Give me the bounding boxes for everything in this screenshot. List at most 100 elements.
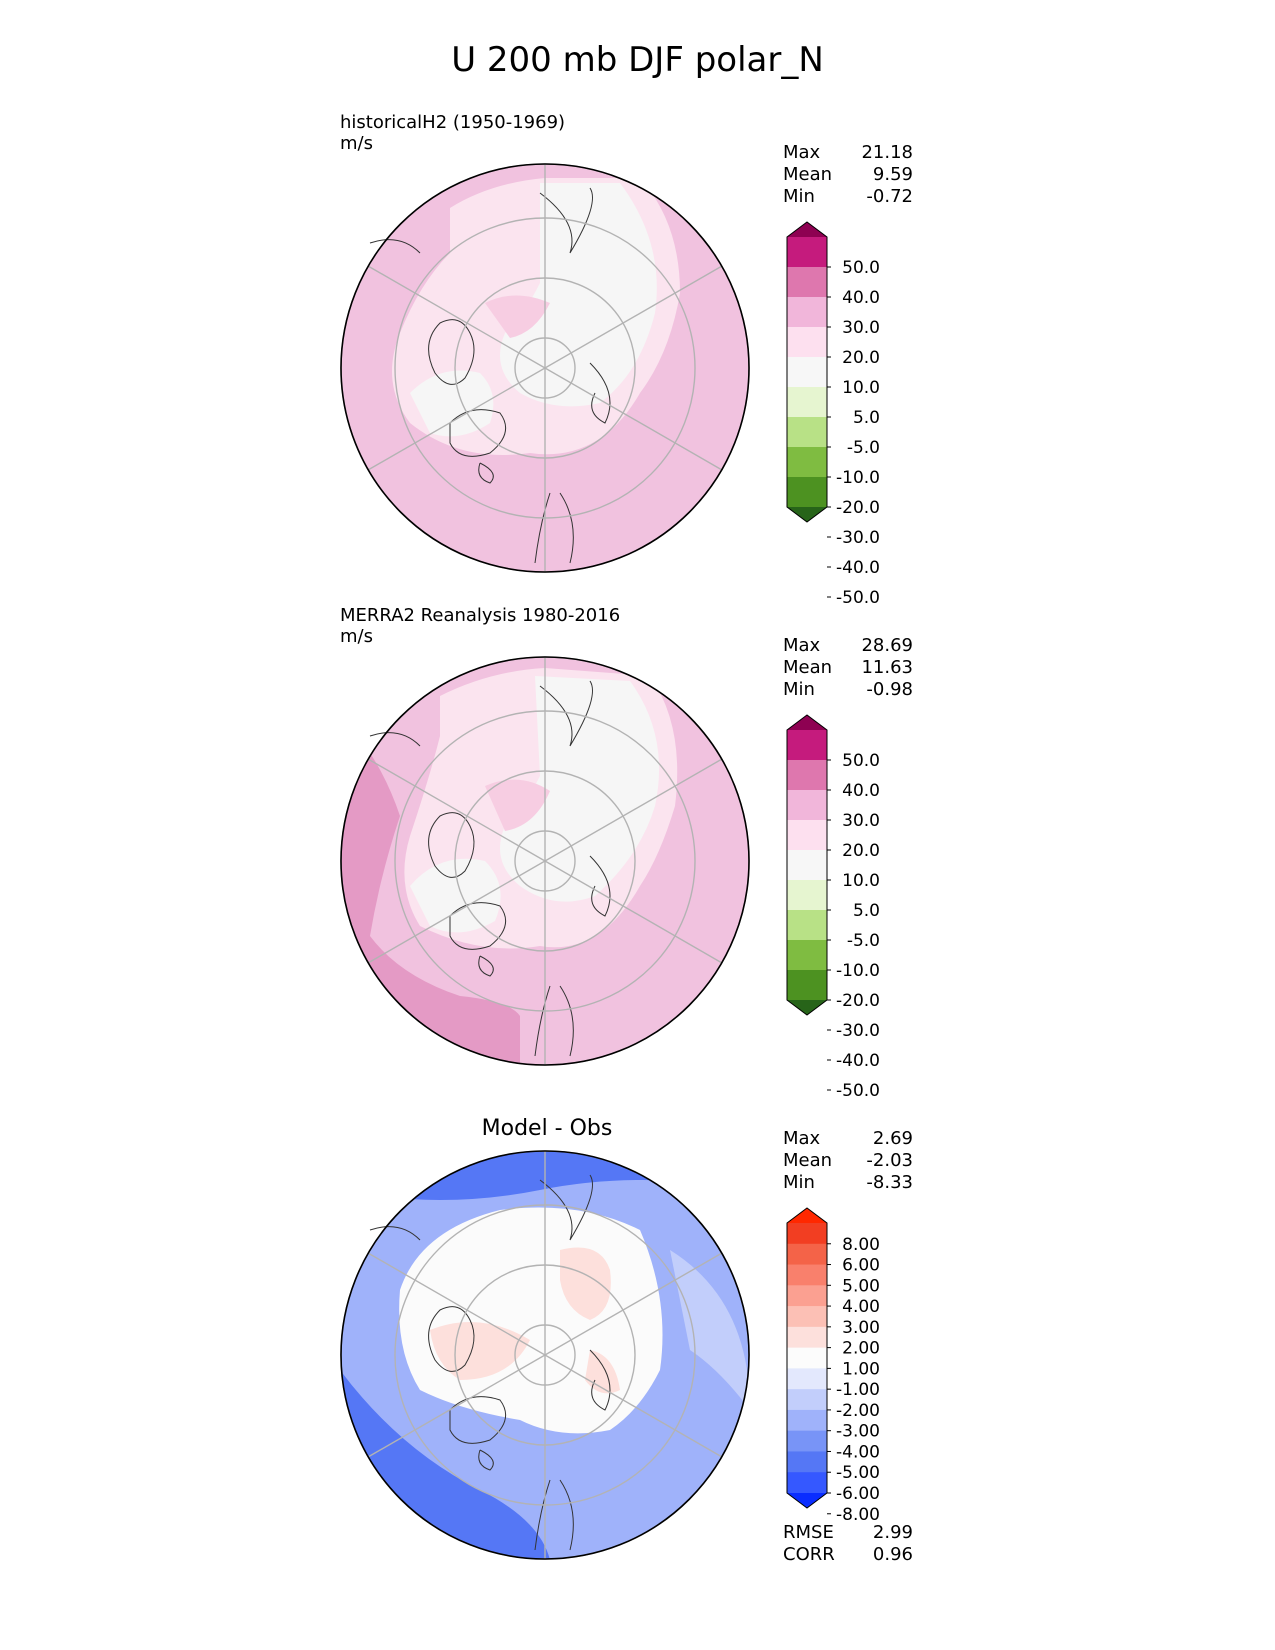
panel-1-stats: Max 21.18 Mean 9.59 Min -0.72 xyxy=(783,142,913,208)
stat-mean: Mean 11.63 xyxy=(783,657,913,678)
colorbar-segment xyxy=(787,910,827,941)
colorbar-tick-label: 10.0 xyxy=(842,378,880,398)
panel-3-stats: Max 2.69 Mean -2.03 Min -8.33 xyxy=(783,1128,913,1194)
colorbar-tick-label: 50.0 xyxy=(842,751,880,771)
panel-1-polar-map xyxy=(340,163,750,573)
colorbar-tick-label: 1.00 xyxy=(842,1359,880,1379)
map-boundary xyxy=(340,656,750,1066)
panel-3-title: Model - Obs xyxy=(481,1116,613,1141)
colorbar-segment xyxy=(787,297,827,328)
colorbar-segment xyxy=(787,417,827,448)
colorbar-segment xyxy=(787,880,827,911)
colorbar-tick-label: -50.0 xyxy=(836,588,880,608)
colorbar-tick-label: -20.0 xyxy=(836,991,880,1011)
panel-2-colorbar: 50.0 40.0 30.0 20.0 10.0 5.0 -5.0 -10.0 -20.0 -30… xyxy=(786,714,880,1101)
stat-min: Min -0.98 xyxy=(783,679,913,700)
colorbar-tick-label: 3.00 xyxy=(842,1318,880,1338)
stat-max: Max 28.69 xyxy=(783,635,913,656)
field-fill-20-30 xyxy=(341,716,520,1065)
colorbar-segment xyxy=(787,267,827,298)
colorbar-extend-top xyxy=(787,715,827,730)
colorbar-tick-label: 6.00 xyxy=(842,1256,880,1276)
colorbar-extend-bottom xyxy=(787,1000,827,1015)
colorbar-segment xyxy=(787,1326,827,1349)
colorbar-segment xyxy=(787,1223,827,1245)
colorbar-segment xyxy=(787,820,827,851)
panel-1-units: m/s xyxy=(340,133,373,154)
coastlines xyxy=(369,187,611,564)
colorbar-tick-label: 30.0 xyxy=(842,811,880,831)
colorbar-tick-label: -6.00 xyxy=(836,1484,880,1504)
stat-max: Max 21.18 xyxy=(783,142,913,163)
colorbar-tick-label: 30.0 xyxy=(842,318,880,338)
field-fill-neg5-5-west xyxy=(410,370,494,437)
field-fill-neg5-5-east xyxy=(500,183,657,407)
panel-1-title-line1: historicalH2 (1950-1969) xyxy=(340,112,566,133)
colorbar-segment xyxy=(787,1430,827,1452)
colorbar-segment xyxy=(787,1306,827,1328)
colorbar-segment xyxy=(787,1389,827,1411)
colorbar-tick-label: -10.0 xyxy=(836,468,880,488)
colorbar-segment xyxy=(787,1264,827,1286)
colorbar-tick-label: -40.0 xyxy=(836,1051,880,1071)
colorbar-tick-label: 2.00 xyxy=(842,1339,880,1359)
colorbar-segment xyxy=(787,447,827,478)
colorbar-segment xyxy=(787,327,827,358)
colorbar-tick-label: -40.0 xyxy=(836,558,880,578)
figure-title: U 200 mb DJF polar_N xyxy=(451,40,824,80)
stat-max: Max 2.69 xyxy=(783,1128,913,1149)
stat-min: Min -0.72 xyxy=(783,186,913,207)
colorbar-tick-label: -20.0 xyxy=(836,498,880,518)
colorbar-tick-label: 20.0 xyxy=(842,841,880,861)
colorbar-tick-label: -50.0 xyxy=(836,1081,880,1101)
colorbar-segment xyxy=(787,1347,827,1369)
panel-2-polar-map xyxy=(340,656,750,1066)
colorbar-segment xyxy=(787,940,827,971)
map-boundary xyxy=(340,1150,750,1560)
panel-2-title: MERRA2 Reanalysis 1980-2016 m/s xyxy=(340,605,620,647)
colorbar-segment xyxy=(787,357,827,388)
colorbar-tick-label: -5.0 xyxy=(847,931,880,951)
colorbar-tick-label: -30.0 xyxy=(836,528,880,548)
map-boundary xyxy=(340,163,750,573)
coastlines xyxy=(369,680,611,1057)
colorbar-extend-top xyxy=(787,1208,827,1223)
colorbar-segment xyxy=(787,850,827,881)
colorbar-segment xyxy=(787,1285,827,1307)
stat-rmse: RMSE 2.99 xyxy=(783,1522,913,1543)
colorbar-tick-label: 10.0 xyxy=(842,871,880,891)
colorbar-segment xyxy=(787,237,827,268)
panel-1-colorbar: 50.0 40.0 30.0 20.0 10.0 5.0 -5.0 -10.0 -20.0 -30… xyxy=(786,221,880,608)
panel-3-colorbar: 8.006.005.004.003.002.001.00-1.00-2.00-3… xyxy=(786,1207,880,1525)
colorbar-segment xyxy=(787,387,827,418)
colorbar-tick-label: 50.0 xyxy=(842,258,880,278)
colorbar-tick-label: 40.0 xyxy=(842,781,880,801)
colorbar-extend-bottom xyxy=(787,507,827,522)
colorbar-tick-label: 40.0 xyxy=(842,288,880,308)
diff-fill-neg2-neg1 xyxy=(670,1250,749,1410)
colorbar-segment xyxy=(787,1243,827,1266)
colorbar-tick-label: -2.00 xyxy=(836,1401,880,1421)
colorbar-segment xyxy=(787,1409,827,1432)
diff-fill-1-2-east xyxy=(560,1247,611,1320)
colorbar-tick-label: -10.0 xyxy=(836,961,880,981)
colorbar-extend-bottom xyxy=(787,1493,827,1508)
colorbar-segment xyxy=(787,970,827,1001)
colorbar-tick-label: -5.00 xyxy=(836,1463,880,1483)
field-fill-neg5-5-west xyxy=(410,858,501,933)
colorbar-segment xyxy=(787,790,827,821)
stat-min: Min -8.33 xyxy=(783,1172,913,1193)
field-fill-10-20-inner xyxy=(485,779,550,831)
colorbar-tick-label: 8.00 xyxy=(842,1235,880,1255)
panel-1-title: historicalH2 (1950-1969) m/s xyxy=(340,112,565,154)
stat-mean: Mean -2.03 xyxy=(783,1150,913,1171)
colorbar-segment xyxy=(787,1368,827,1390)
colorbar-segment xyxy=(787,730,827,761)
stat-corr: CORR 0.96 xyxy=(783,1544,913,1565)
panel-2-title-line1: MERRA2 Reanalysis 1980-2016 xyxy=(340,605,621,626)
panel-3-extra-stats: RMSE 2.99 CORR 0.96 xyxy=(783,1522,913,1566)
colorbar-segment xyxy=(787,477,827,508)
colorbar-segment xyxy=(787,1472,827,1494)
field-fill-neg5-5-east xyxy=(500,676,660,902)
panel-3-polar-map xyxy=(340,1150,750,1560)
